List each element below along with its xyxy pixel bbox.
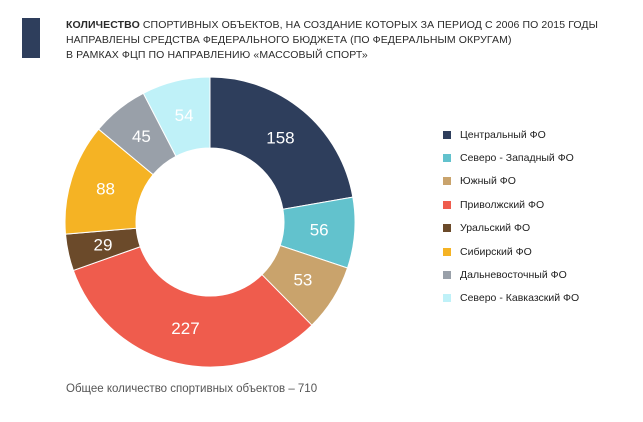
slice-value-label-4: 227 [171, 319, 199, 338]
legend-label-3: Южный ФО [460, 175, 516, 188]
title-line-1-text: СПОРТИВНЫХ ОБЪЕКТОВ, НА СОЗДАНИЕ КОТОРЫХ… [142, 19, 599, 31]
legend-swatch-4 [443, 200, 451, 209]
chart-legend: Центральный ФО Северо - Западный ФО Южный … [443, 123, 579, 310]
chart-title: КОЛИЧЕСТВО СПОРТИВНЫХ ОБЪЕКТОВ, НА СОЗДА… [66, 18, 626, 63]
legend-item-4: Приволжский ФО [443, 193, 579, 216]
slice-value-label-8: 54 [175, 106, 194, 125]
legend-item-2: Северо - Западный ФО [443, 146, 579, 169]
legend-label-7: Дальневосточный ФО [460, 269, 567, 282]
legend-item-3: Южный ФО [443, 170, 579, 193]
legend-swatch-7 [443, 271, 451, 280]
donut-slice-8 [142, 76, 211, 157]
slice-value-label-7: 45 [132, 127, 151, 146]
legend-swatch-8 [443, 294, 451, 303]
legend-label-5: Уральский ФО [460, 222, 531, 235]
legend-swatch-6 [443, 247, 451, 256]
legend-label-8: Северо - Кавказский ФО [460, 292, 580, 305]
total-count-note: Общее количество спортивных объектов – 7… [66, 383, 318, 395]
legend-item-5: Уральский ФО [443, 217, 579, 240]
title-line-2: НАПРАВЛЕНЫ СРЕДСТВА ФЕДЕРАЛЬНОГО БЮДЖЕТА… [66, 34, 512, 46]
slice-value-label-6: 88 [96, 180, 115, 199]
slice-value-label-5: 29 [93, 236, 112, 255]
legend-label-1: Центральный ФО [460, 128, 546, 141]
legend-swatch-1 [443, 130, 451, 139]
legend-item-6: Сибирский ФО [443, 240, 579, 263]
legend-swatch-3 [443, 177, 451, 186]
legend-item-1: Центральный ФО [443, 123, 579, 146]
slice-value-label-3: 53 [293, 270, 312, 289]
donut-slice-4 [72, 246, 313, 368]
slice-value-label-1: 158 [266, 129, 294, 148]
legend-label-4: Приволжский ФО [460, 198, 545, 211]
legend-swatch-5 [443, 224, 451, 233]
slice-value-label-2: 56 [310, 221, 329, 240]
title-line-1: КОЛИЧЕСТВО СПОРТИВНЫХ ОБЪЕКТОВ, НА СОЗДА… [66, 18, 626, 33]
donut-slice-1 [209, 76, 354, 210]
legend-label-2: Северо - Западный ФО [460, 152, 574, 165]
legend-item-7: Дальневосточный ФО [443, 263, 579, 286]
legend-item-8: Северо - Кавказский ФО [443, 287, 579, 310]
legend-label-6: Сибирский ФО [460, 245, 532, 258]
title-accent-bar [22, 18, 40, 58]
legend-swatch-2 [443, 154, 451, 163]
title-bold-word: КОЛИЧЕСТВО [66, 19, 140, 31]
title-line-3: В РАМКАХ ФЦП ПО НАПРАВЛЕНИЮ «МАССОВЫЙ СП… [66, 49, 368, 61]
